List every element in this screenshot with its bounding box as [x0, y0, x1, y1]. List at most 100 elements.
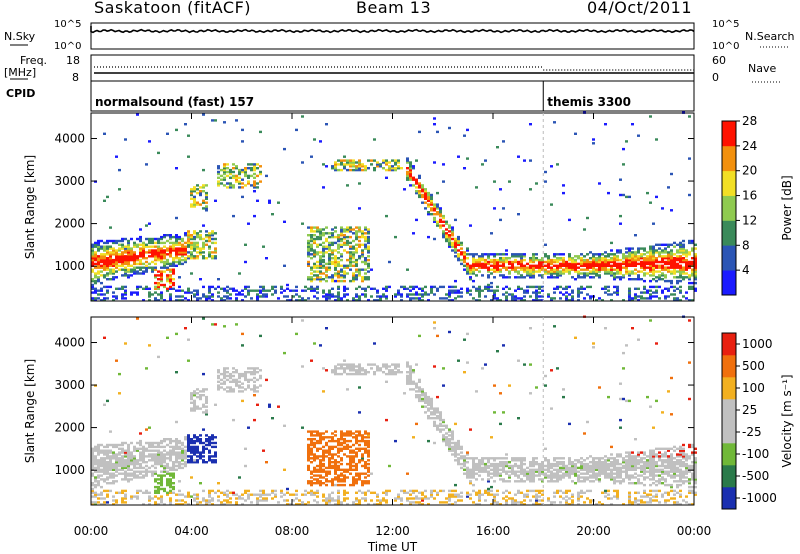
- power-cell: [97, 247, 100, 250]
- velocity-cell: [523, 457, 526, 460]
- power-cell: [538, 260, 541, 264]
- velocity-cell: [118, 457, 121, 460]
- velocity-cell: [130, 497, 133, 500]
- power-cell: [205, 193, 208, 197]
- power-cell: [184, 232, 187, 235]
- power-cell: [676, 243, 679, 246]
- velocity-cell: [430, 493, 433, 496]
- velocity-cell: [343, 476, 346, 479]
- power-cell: [547, 272, 550, 275]
- power-cell: [166, 260, 169, 264]
- velocity-cell: [502, 457, 505, 460]
- power-cell: [583, 297, 586, 300]
- velocity-cell: [514, 462, 517, 466]
- power-cell: [658, 285, 661, 289]
- power-cell: [649, 274, 652, 277]
- velocity-cell: [334, 483, 337, 487]
- power-cell: [325, 295, 328, 298]
- power-cell: [457, 257, 460, 260]
- power-cell: [181, 258, 184, 262]
- power-cell: [457, 241, 460, 245]
- velocity-cell: [193, 434, 196, 437]
- velocity-cell: [181, 462, 184, 466]
- power-cell: [217, 170, 220, 174]
- velocity-cell: [127, 480, 130, 483]
- power-cell: [556, 272, 559, 275]
- velocity-cell: [145, 455, 148, 458]
- power-cell: [592, 264, 595, 267]
- velocity-cell: [331, 497, 334, 500]
- power-cell: [550, 270, 553, 273]
- power-cell: [550, 299, 553, 302]
- power-cell: [163, 253, 166, 256]
- velocity-cell: [106, 461, 109, 464]
- velocity-cell: [469, 474, 472, 477]
- power-cell: [427, 205, 430, 208]
- velocity-cell: [382, 499, 385, 502]
- velocity-cell: [235, 369, 238, 372]
- power-cell: [211, 241, 214, 245]
- velocity-cell: [343, 363, 346, 366]
- power-cell: [634, 293, 637, 296]
- power-cell: [331, 287, 334, 290]
- power-cell: [619, 214, 622, 218]
- velocity-cell: [268, 403, 271, 406]
- power-cell: [463, 268, 466, 271]
- power-cell: [154, 257, 157, 260]
- power-cell: [121, 295, 124, 298]
- velocity-cell: [352, 436, 355, 439]
- freq-unit-label: [MHz]: [4, 66, 36, 79]
- power-cell: [163, 270, 166, 273]
- power-cell: [244, 184, 247, 187]
- velocity-cell: [457, 445, 460, 449]
- power-cell: [325, 266, 328, 269]
- velocity-cell: [316, 434, 319, 437]
- velocity-cell: [313, 438, 316, 441]
- velocity-cell: [157, 459, 160, 462]
- power-cell: [511, 264, 514, 267]
- velocity-cell: [310, 476, 313, 479]
- velocity-cell: [106, 443, 109, 447]
- power-cell: [478, 266, 481, 269]
- power-cell: [649, 289, 652, 292]
- power-cell: [199, 235, 202, 239]
- power-cell: [562, 184, 565, 187]
- velocity-cell: [331, 464, 334, 468]
- velocity-cell: [208, 449, 211, 452]
- power-cell: [466, 247, 469, 250]
- power-cell: [364, 226, 367, 229]
- velocity-cell: [175, 371, 178, 374]
- power-cell: [196, 232, 199, 235]
- velocity-cell: [217, 380, 220, 383]
- velocity-cell: [322, 482, 325, 485]
- power-cell: [481, 289, 484, 292]
- power-cell: [454, 289, 457, 292]
- power-cell: [190, 193, 193, 197]
- power-cell: [583, 276, 586, 279]
- velocity-cell: [364, 371, 367, 374]
- power-cell: [367, 262, 370, 266]
- velocity-cell: [352, 483, 355, 487]
- power-cell: [412, 165, 415, 168]
- velocity-cell: [124, 478, 127, 481]
- velocity-cell: [433, 417, 436, 420]
- velocity-cell: [166, 438, 169, 441]
- power-cell: [169, 245, 172, 248]
- power-cell: [367, 264, 370, 267]
- power-cell: [583, 258, 586, 262]
- power-cell: [424, 191, 427, 195]
- velocity-cell: [94, 384, 97, 387]
- velocity-cell: [193, 451, 196, 454]
- power-cell: [676, 266, 679, 269]
- power-cell: [106, 278, 109, 281]
- power-cell: [637, 255, 640, 258]
- velocity-cell: [169, 501, 172, 504]
- power-cell: [568, 262, 571, 266]
- velocity-cell: [145, 461, 148, 464]
- velocity-cell: [97, 501, 100, 504]
- velocity-cell: [151, 449, 154, 452]
- power-cell: [670, 281, 673, 285]
- power-cell: [319, 276, 322, 279]
- velocity-cell: [229, 501, 232, 504]
- velocity-cell: [139, 489, 142, 493]
